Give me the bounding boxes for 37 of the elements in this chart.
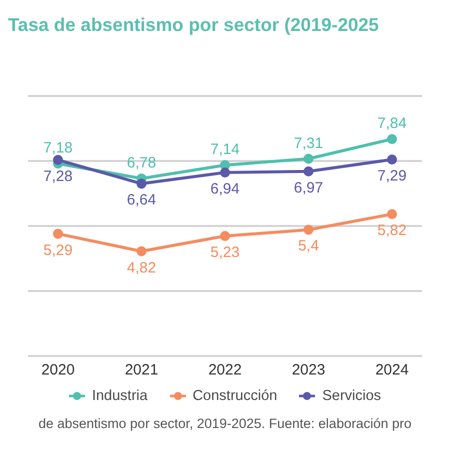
point	[387, 154, 397, 165]
point	[304, 154, 314, 164]
point	[387, 134, 397, 144]
chart-title: Tasa de absentismo por sector (2019-2025	[8, 14, 379, 36]
data-label: 7,28	[43, 168, 73, 185]
x-tick-label: 2023	[292, 362, 326, 379]
data-label: 6,97	[294, 179, 324, 196]
point	[304, 224, 314, 235]
point	[304, 166, 314, 176]
legend-label: Servicios	[322, 388, 382, 404]
data-label: 7,84	[377, 115, 407, 132]
data-label: 5,82	[377, 222, 407, 240]
data-label: 7,18	[43, 140, 73, 157]
point	[220, 231, 230, 242]
data-label: 4,82	[126, 259, 156, 276]
point	[387, 209, 397, 220]
data-label: 5,4	[298, 238, 319, 255]
data-label: 6,78	[126, 154, 156, 172]
point	[53, 228, 63, 239]
data-label: 7,31	[294, 134, 324, 152]
point	[136, 246, 146, 256]
x-tick-label: 2020	[41, 362, 75, 379]
data-label: 7,14	[210, 141, 240, 158]
x-tick-label: 2024	[375, 362, 409, 379]
data-label: 5,29	[43, 242, 73, 259]
x-tick-label: 2021	[124, 362, 158, 379]
data-label: 5,23	[210, 244, 240, 262]
data-label: 6,64	[126, 192, 156, 209]
data-label: 6,94	[210, 180, 240, 198]
legend-label: Construcción	[192, 388, 278, 404]
point	[53, 154, 63, 165]
point	[220, 168, 230, 178]
data-label: 7,29	[377, 168, 407, 185]
text: de absentismo por sector, 2019-2025. Fuente: elaboración pro	[38, 416, 412, 431]
point	[136, 178, 146, 189]
x-tick-label: 2022	[208, 362, 242, 379]
legend-label: Industria	[92, 388, 148, 404]
